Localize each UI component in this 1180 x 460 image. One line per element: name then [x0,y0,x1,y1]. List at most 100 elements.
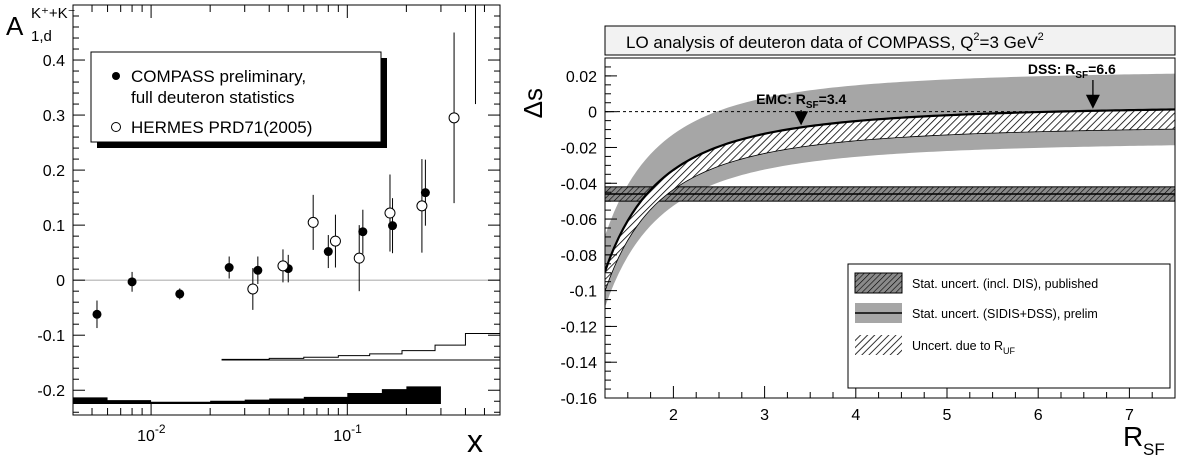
filled-circle-marker [253,265,263,275]
annotation-1: DSS: RSF=6.6 [1028,61,1116,109]
hermes-systematic-band [221,333,501,361]
right-published-band [605,186,1176,202]
x-tick-label: 6 [1034,407,1043,424]
y-tick-label: 0 [588,105,597,122]
arrow-head [794,111,809,126]
legend-open-circle-icon [111,122,121,132]
annotation-0: EMC: RSF=3.4 [756,91,846,126]
hermes-point-5 [384,174,396,252]
compass-point-3 [224,256,234,279]
open-circle-marker [247,283,259,295]
hermes-point-6 [416,159,428,253]
y-tick-label: 0.2 [43,163,65,180]
legend-entry-uf: Uncert. due to RUF [912,339,1016,356]
filled-circle-marker [388,221,398,231]
svg-text:SF: SF [1143,440,1165,459]
hermes-point-1 [277,249,289,283]
svg-text:LO analysis of deuteron data o: LO analysis of deuteron data of COMPASS,… [626,31,1044,52]
legend-filled-circle-icon [112,72,120,80]
y-tick-label: -0.16 [561,391,598,408]
compass-point-7 [358,209,368,254]
open-circle-marker [353,252,365,264]
svg-text:1,d: 1,d [31,28,52,45]
left-y-axis-label: A K⁺+K⁻ 1,d [6,5,76,45]
right-y-axis-label: Δs [518,88,548,118]
open-circle-marker [448,112,460,124]
filled-circle-marker [127,277,137,287]
hermes-point-7 [448,32,460,204]
compass-point-2 [175,288,185,300]
y-tick-label: 0 [56,273,65,290]
x-tick-label: 2 [669,407,678,424]
open-circle-marker [329,235,341,247]
left-legend: COMPASS preliminary, full deuteron stati… [90,51,387,148]
y-tick-label: -0.2 [37,383,65,400]
hermes-point-3 [329,214,341,268]
central-value-curve [605,108,1176,272]
y-tick-label: 0.02 [566,69,597,86]
open-circle-marker [384,207,396,219]
right-legend: Stat. uncert. (incl. DIS), published Sta… [847,263,1171,389]
y-tick-label: 0.4 [43,53,65,70]
compass-point-8 [388,198,398,254]
left-chart-panel: -0.2 -0.1 0 0.1 0.2 0.3 0.4 10-2 10-1 A K⁺+K⁻ 1,… [6,4,501,459]
x-tick-label: 7 [1125,407,1134,424]
compass-point-6 [323,235,333,269]
legend-uf-swatch [855,335,902,355]
annotation-label: DSS: RSF=6.6 [1028,61,1116,81]
x-tick-label: 10-1 [333,422,362,445]
y-tick-label: 0.3 [43,108,65,125]
y-tick-label: 0.1 [43,218,65,235]
open-circle-marker [307,216,319,228]
compass-point-1 [127,271,137,292]
y-tick-label: -0.02 [561,140,598,157]
legend-entry-prelim: Stat. uncert. (SIDIS+DSS), prelim [912,307,1098,321]
left-data-points [92,5,476,329]
svg-text:A: A [6,11,24,41]
right-chart-panel: LO analysis of deuteron data of COMPASS,… [518,25,1176,459]
compass-systematic-band [73,386,441,404]
y-tick-label: -0.12 [561,319,598,336]
filled-circle-marker [175,289,185,299]
right-annotations: EMC: RSF=3.4 DSS: RSF=6.6 [756,61,1116,126]
x-tick-label: 3 [760,407,769,424]
svg-text:R: R [1123,421,1143,452]
x-tick-label: 4 [851,407,860,424]
left-axis-ticks: -0.2 -0.1 0 0.1 0.2 0.3 0.4 10-2 10-1 [37,5,501,445]
legend-entry-hermes: HERMES PRD71(2005) [131,118,312,137]
left-x-axis-label: x [467,423,483,459]
y-tick-label: -0.1 [569,284,597,301]
legend-entry-compass-line1: COMPASS preliminary, [131,67,306,86]
compass-point-9 [420,159,430,226]
legend-entry-published: Stat. uncert. (incl. DIS), published [912,277,1098,291]
left-systematic-bands [73,333,501,404]
legend-published-swatch [854,272,903,294]
filled-circle-marker [323,247,333,257]
y-tick-label: -0.08 [561,248,598,265]
hermes-point-0 [247,268,259,310]
filled-circle-marker [358,227,368,237]
filled-circle-marker [224,263,234,273]
right-chart-title: LO analysis of deuteron data of COMPASS,… [604,25,1176,56]
y-tick-label: -0.14 [561,355,598,372]
right-central-curve [605,108,1176,272]
open-circle-marker [277,260,289,272]
x-tick-label: 10-2 [137,422,166,445]
arrow-head [1085,94,1100,109]
svg-text:K⁺+K⁻: K⁺+K⁻ [31,5,76,22]
filled-circle-marker [420,188,430,198]
compass-point-0 [92,300,102,329]
compass-point-4 [253,256,263,285]
y-tick-label: -0.04 [561,176,598,193]
hermes-point-4 [353,225,365,292]
legend-entry-compass-line2: full deuteron statistics [131,88,294,107]
x-tick-label: 5 [943,407,952,424]
y-tick-label: -0.06 [561,212,598,229]
y-tick-label: -0.1 [37,328,65,345]
right-x-axis-label: R SF [1123,421,1165,459]
right-axis-ticks: 0.02 0 -0.02 -0.04 -0.06 -0.08 -0.1 -0.12 -0.14 -… [561,66,1176,424]
left-plot-frame [72,4,501,416]
open-circle-marker [416,200,428,212]
filled-circle-marker [92,309,102,319]
